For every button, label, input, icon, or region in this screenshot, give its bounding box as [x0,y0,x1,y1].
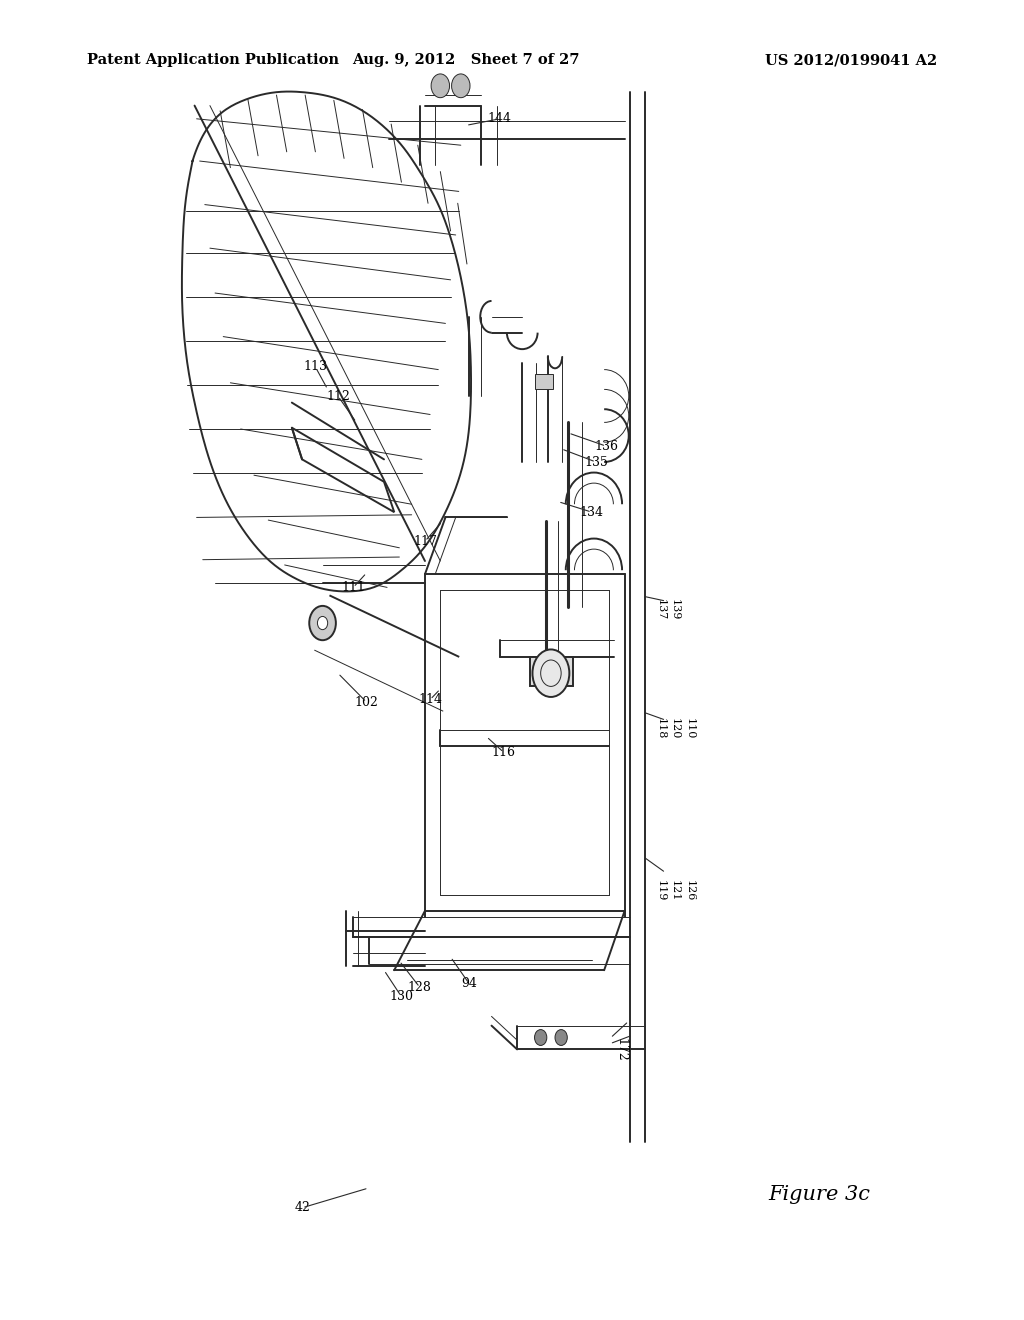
Text: 139: 139 [670,599,680,620]
Circle shape [452,74,470,98]
Text: 134: 134 [580,506,604,519]
Text: 42: 42 [294,1201,310,1214]
Text: 118: 118 [655,718,666,739]
Text: 144: 144 [487,112,512,125]
Text: 128: 128 [408,981,432,994]
Circle shape [555,1030,567,1045]
Text: 136: 136 [594,440,618,453]
FancyBboxPatch shape [535,374,553,389]
Text: 119: 119 [655,880,666,902]
Text: 137: 137 [655,599,666,620]
Text: 111: 111 [341,581,366,594]
Text: 120: 120 [670,718,680,739]
FancyBboxPatch shape [530,657,573,686]
Circle shape [309,606,336,640]
Text: 117: 117 [413,535,437,548]
Text: 110: 110 [684,718,694,739]
Text: 135: 135 [584,455,608,469]
Text: 114: 114 [418,693,442,706]
Text: Patent Application Publication: Patent Application Publication [87,53,339,67]
Text: US 2012/0199041 A2: US 2012/0199041 A2 [765,53,937,67]
Text: 94: 94 [461,977,477,990]
Circle shape [317,616,328,630]
Text: 113: 113 [303,360,328,374]
Text: 121: 121 [670,880,680,902]
Text: Figure 3c: Figure 3c [768,1185,870,1204]
Text: Aug. 9, 2012   Sheet 7 of 27: Aug. 9, 2012 Sheet 7 of 27 [352,53,580,67]
Text: 172: 172 [614,1038,628,1061]
Text: 126: 126 [684,880,694,902]
Circle shape [431,74,450,98]
Text: 102: 102 [354,696,379,709]
Text: 130: 130 [389,990,414,1003]
Text: 112: 112 [326,389,350,403]
Text: 116: 116 [492,746,516,759]
Circle shape [535,1030,547,1045]
Circle shape [532,649,569,697]
